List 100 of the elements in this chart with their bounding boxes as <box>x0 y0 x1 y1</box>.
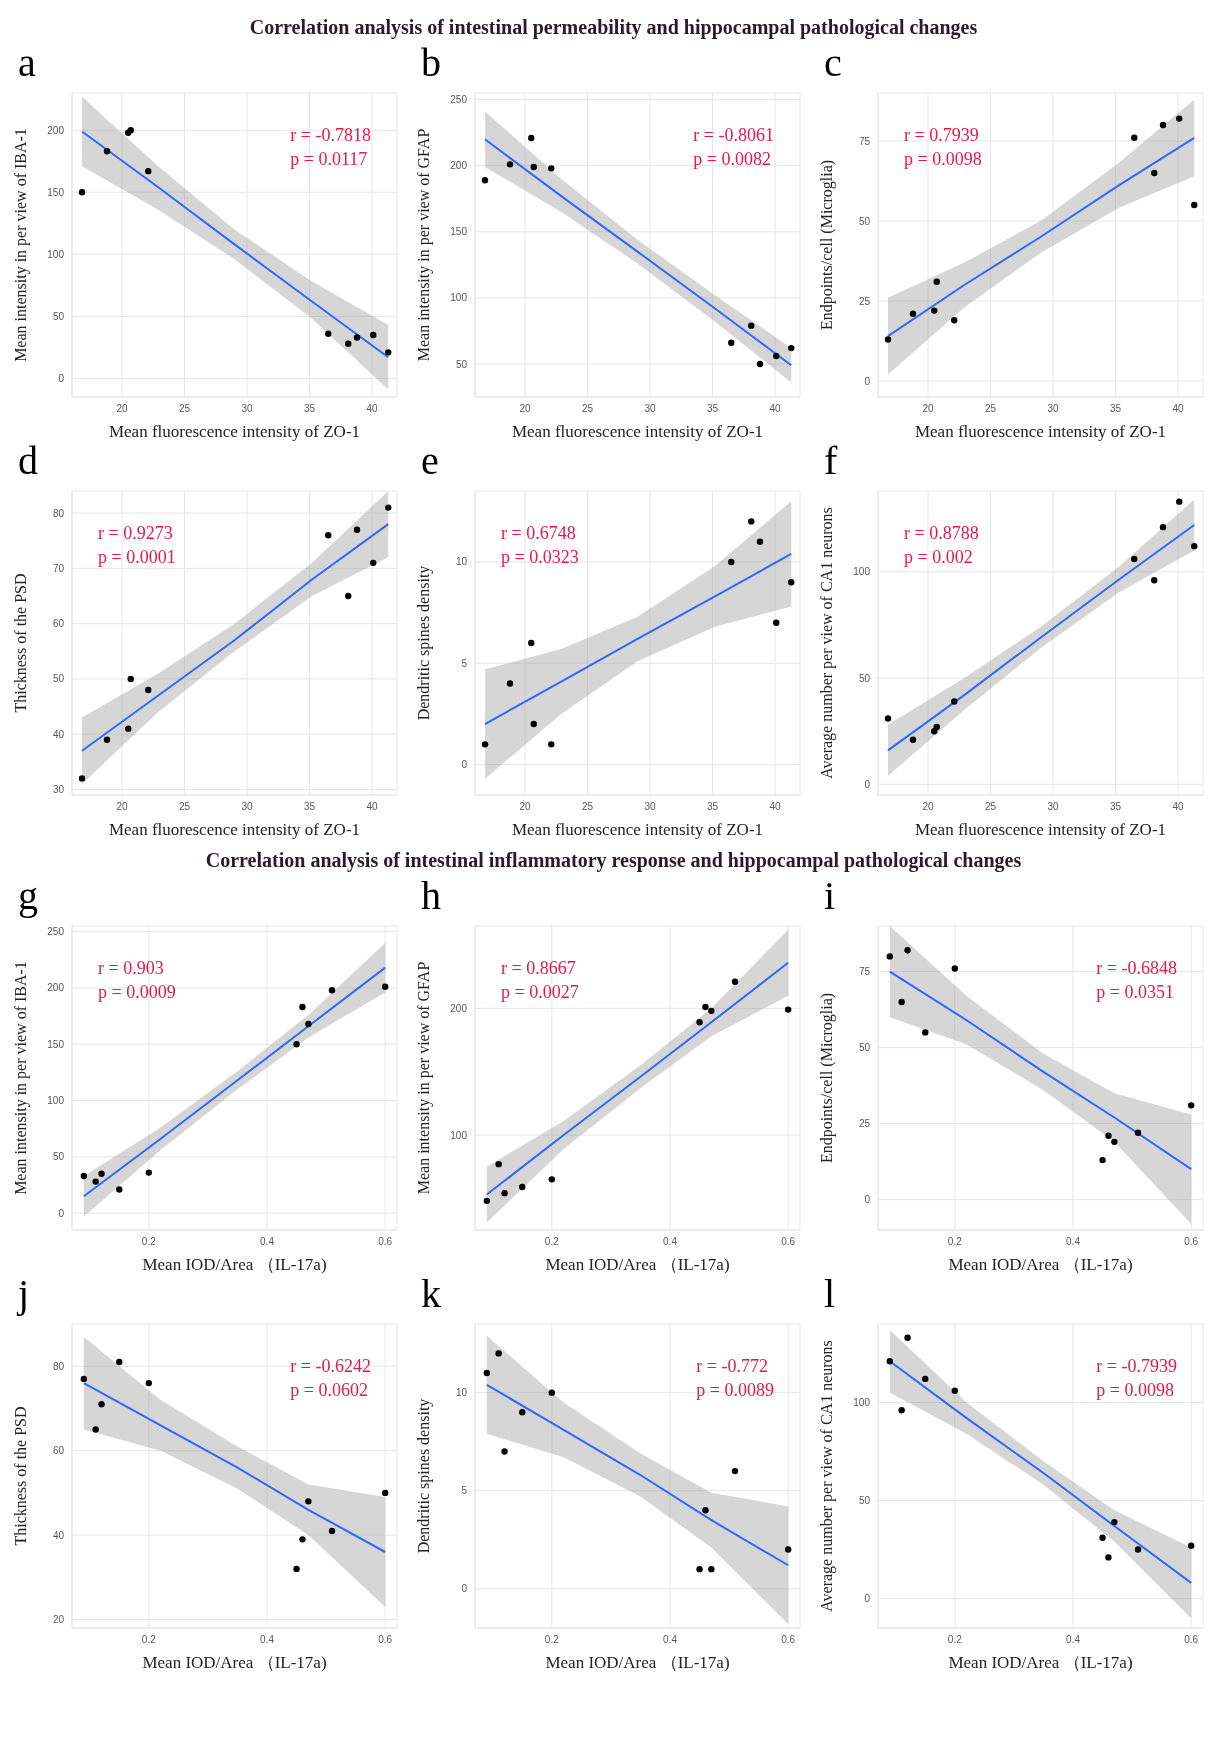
y-tick-label: 40 <box>52 1529 65 1541</box>
point <box>506 161 514 168</box>
annotation: r = 0.8667 <box>501 957 577 980</box>
text: g <box>18 873 38 918</box>
point <box>328 986 336 994</box>
x-tick-label: 0.4 <box>663 1634 678 1646</box>
y-tick-label: 200 <box>47 124 65 136</box>
y-tick-label: 30 <box>52 784 65 796</box>
point <box>756 360 764 368</box>
x-tick-label: 0.2 <box>544 1634 560 1646</box>
annotation: p = 0.0082 <box>693 148 772 171</box>
x-tick-label: 0.4 <box>1066 1634 1081 1646</box>
point <box>1159 523 1167 531</box>
annotation: p = 0.002 <box>904 546 974 569</box>
point <box>784 1546 792 1553</box>
annotation: p = 0.0009 <box>98 981 176 1004</box>
line-series <box>887 524 1196 752</box>
text: d <box>18 438 38 483</box>
y-tick-label: 50 <box>455 358 468 370</box>
y-tick-label: 200 <box>450 1002 468 1014</box>
x-axis-title: Mean fluorescence intensity of ZO-1 <box>108 820 361 839</box>
x-tick-label: 35 <box>706 403 719 415</box>
point <box>1131 555 1138 563</box>
x-tick-label: 0.2 <box>544 1236 560 1248</box>
point <box>127 675 134 683</box>
point <box>145 1169 153 1176</box>
point <box>1099 1156 1106 1164</box>
point <box>1151 577 1158 584</box>
y-tick-label: 150 <box>47 1038 65 1050</box>
line-series <box>485 1383 790 1567</box>
x-tick-label: 0.6 <box>1184 1634 1199 1646</box>
annotation: p = 0.0098 <box>904 148 982 171</box>
x-tick-label: 20 <box>922 801 934 813</box>
x-axis-title: Mean fluorescence intensity of ZO-1 <box>511 820 764 839</box>
point <box>116 1186 123 1193</box>
line-series <box>485 961 790 1196</box>
y-tick-label: 75 <box>858 135 871 147</box>
y-tick-label: 0 <box>461 759 468 771</box>
annotation: p = 0.0098 <box>1096 1379 1175 1402</box>
x-axis-title: Mean fluorescence intensity of ZO-1 <box>914 422 1167 441</box>
point <box>495 1350 502 1357</box>
y-tick-label: 10 <box>455 1387 468 1399</box>
x-axis-title: Mean fluorescence intensity of ZO-1 <box>511 422 764 441</box>
y-tick-label: 0 <box>864 1194 871 1206</box>
point <box>1187 1102 1195 1109</box>
y-tick-label: 5 <box>461 657 468 669</box>
point <box>293 1565 300 1573</box>
y-tick-label: 10 <box>455 556 468 568</box>
point <box>98 1401 105 1408</box>
y-tick-label: 25 <box>858 1118 871 1130</box>
y-axis-title: Average number per view of CA1 neurons <box>817 1340 836 1612</box>
point <box>501 1190 508 1197</box>
point <box>299 1003 306 1011</box>
y-tick-label: 0 <box>58 372 65 384</box>
x-tick-label: 30 <box>1047 801 1059 813</box>
annotation: p = 0.0351 <box>1096 981 1175 1004</box>
point <box>788 344 795 352</box>
point <box>922 1029 929 1036</box>
point <box>1191 543 1198 550</box>
x-tick-label: 30 <box>644 801 656 813</box>
point <box>305 1498 312 1505</box>
x-axis-title: Mean IOD/Area （IL-17a) <box>948 1653 1133 1672</box>
x-axis-title: Mean IOD/Area （IL-17a) <box>948 1255 1133 1274</box>
line-series <box>81 130 390 359</box>
point <box>748 322 755 329</box>
y-tick-label: 100 <box>853 566 871 578</box>
y-axis-title: Endpoints/cell (Microglia) <box>817 159 836 331</box>
point <box>548 741 555 748</box>
point <box>756 538 764 545</box>
y-tick-label: 5 <box>461 1485 468 1497</box>
x-tick-label: 20 <box>922 403 934 415</box>
point <box>345 340 352 347</box>
annotation: p = 0.0117 <box>290 148 369 171</box>
point <box>1099 1534 1106 1541</box>
x-tick-label: 0.4 <box>260 1236 275 1248</box>
point <box>481 741 489 748</box>
point <box>1187 1542 1195 1549</box>
point <box>495 1160 502 1168</box>
point <box>1151 169 1158 177</box>
point <box>951 965 959 972</box>
point <box>345 592 352 600</box>
point <box>731 1467 739 1475</box>
text: i <box>824 873 836 918</box>
y-tick-label: 50 <box>52 673 65 685</box>
point <box>951 698 958 705</box>
point <box>1131 134 1138 141</box>
point <box>483 1369 491 1377</box>
point <box>103 148 111 155</box>
x-tick-label: 0.6 <box>378 1634 393 1646</box>
text: l <box>824 1271 836 1316</box>
y-tick-label: 0 <box>864 375 871 387</box>
y-tick-label: 0 <box>58 1207 65 1219</box>
y-tick-label: 25 <box>858 295 871 307</box>
point <box>353 526 361 533</box>
annotation: r = -0.6242 <box>290 1355 371 1378</box>
annotation: r = -0.8061 <box>693 124 774 147</box>
point <box>884 336 892 343</box>
point <box>951 1387 959 1394</box>
x-tick-label: 25 <box>984 403 997 415</box>
x-axis-title: Mean IOD/Area （IL-17a) <box>142 1653 327 1672</box>
